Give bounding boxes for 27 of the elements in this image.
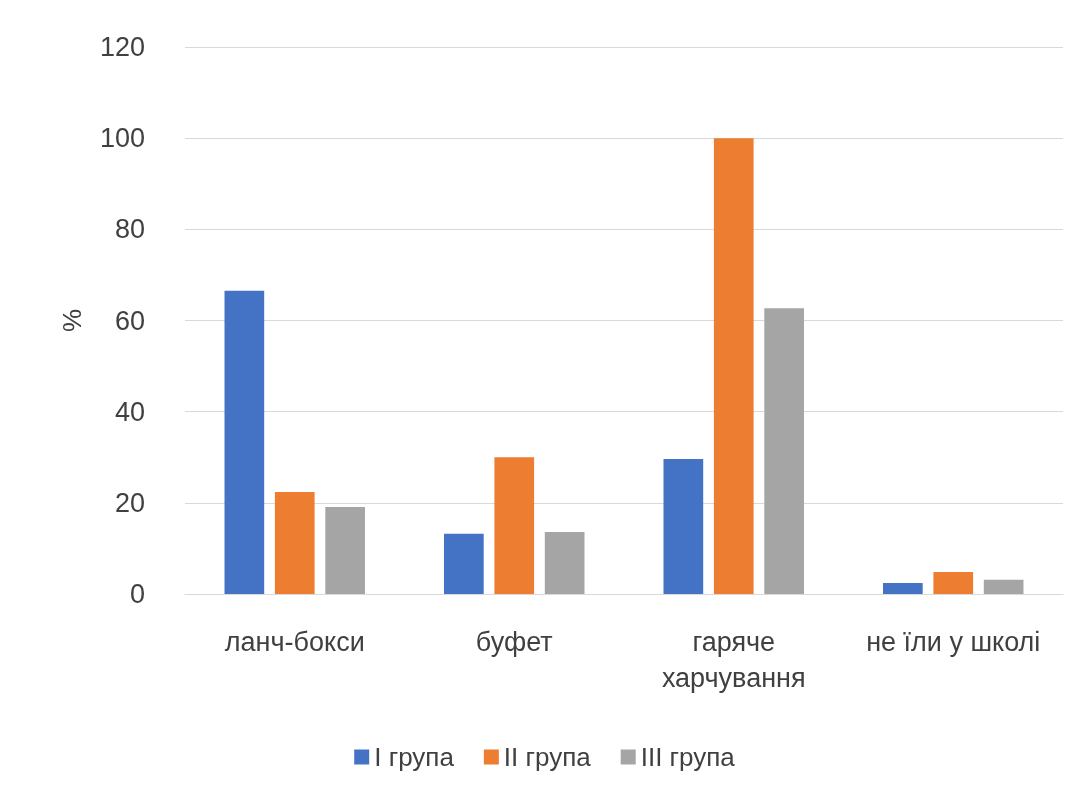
y-tick-label: 100 [99,123,145,154]
x-tick-label: ланч-бокси [224,627,365,657]
legend-label: I група [374,742,455,772]
y-tick-label: 80 [114,214,145,245]
y-tick-label: 60 [114,305,145,336]
bar [764,308,804,594]
x-tick-label: не їли у школі [866,627,1041,657]
x-tick-label: буфет [475,627,553,657]
bar [224,290,265,594]
bar [444,533,484,594]
legend-label: III група [640,742,736,772]
bar [663,459,704,594]
y-tick-label: 0 [129,579,145,609]
legend-label: II група [503,742,592,772]
y-tick-label: 40 [114,396,145,427]
bar [274,491,315,594]
bar [494,457,535,594]
y-axis-title: % [57,308,87,333]
bar [983,579,1024,594]
bar [544,532,585,594]
y-tick-label: 20 [114,487,145,518]
y-tick-label: 120 [99,32,145,62]
bar [933,572,974,594]
bar [713,138,754,594]
x-tick-label: гаряче харчування [661,627,806,693]
bar [883,583,923,594]
bar [325,506,365,594]
